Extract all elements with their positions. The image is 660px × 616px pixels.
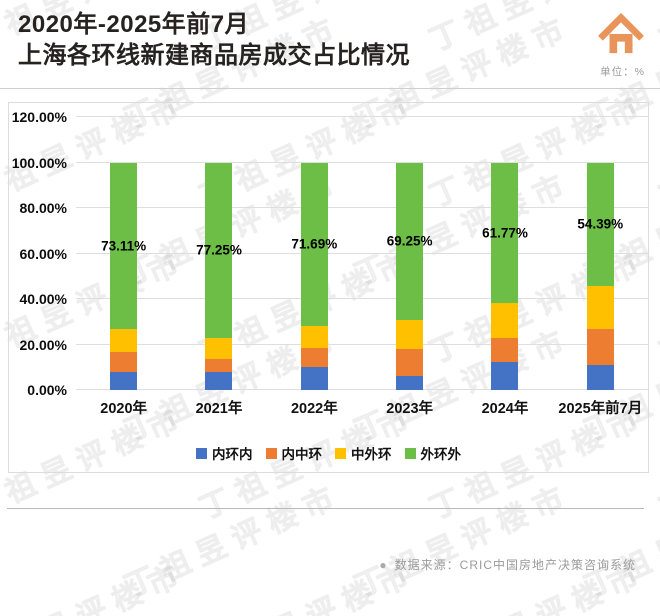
y-axis-tick: 40.00%: [19, 291, 67, 307]
legend-label: 中外环: [351, 447, 392, 462]
bar-segment: [300, 366, 328, 390]
legend-label: 外环外: [420, 447, 462, 462]
bar-segment: [205, 359, 233, 372]
x-axis-label: 2024年: [481, 401, 529, 417]
legend: 内环内 内中环 中外环 外环外: [9, 443, 648, 463]
y-axis-tick: 120.00%: [11, 109, 67, 125]
gridline: [76, 252, 648, 254]
gridline: [76, 207, 648, 208]
stacked-bar: 69.25%: [387, 162, 433, 390]
bar-segment: [205, 338, 233, 360]
data-label: 54.39%: [577, 216, 624, 232]
unit-label: 单位：%: [600, 66, 645, 78]
gridline: [76, 343, 648, 345]
x-axis-label: 2020年: [100, 401, 148, 417]
bar-segment: 73.11%: [101, 162, 146, 329]
data-label: 61.77%: [482, 225, 528, 241]
bar-segment: [110, 351, 138, 372]
legend-label: 内中环: [281, 447, 323, 462]
bar-slot: 61.77%: [457, 117, 552, 390]
bar-segment: [586, 329, 614, 365]
gridline: [76, 116, 648, 117]
x-axis-label: 2022年: [290, 401, 338, 417]
stacked-bar: 73.11%: [101, 162, 146, 390]
gridline: [76, 389, 648, 390]
bar-segment: 54.39%: [577, 162, 623, 287]
bar-segment: 69.25%: [387, 162, 433, 321]
bullet-icon: ●: [379, 557, 388, 572]
bar-segment: [491, 337, 519, 362]
legend-item: 外环外: [404, 443, 462, 463]
legend-item: 内环内: [196, 443, 253, 463]
stacked-bar: 77.25%: [196, 162, 242, 390]
page-title: 2020年-2025年前7月 上海各环线新建商品房成交占比情况: [18, 9, 410, 71]
header-divider: [0, 88, 660, 89]
bar-segment: [205, 371, 233, 390]
bar-slot: 77.25%: [171, 117, 266, 390]
bar-slot: 69.25%: [362, 117, 457, 390]
data-label: 69.25%: [386, 233, 433, 249]
data-label: 77.25%: [196, 242, 242, 258]
legend-item: 内中环: [265, 443, 323, 463]
x-axis-label: 2025年前7月: [558, 401, 643, 417]
legend-swatch-icon: [196, 447, 207, 459]
stacked-bar: 54.39%: [577, 162, 623, 390]
bar-segment: 61.77%: [482, 162, 528, 304]
bar-segment: [396, 375, 424, 390]
bars: 73.11% 77.25% 71.69% 69.25% 61.77% 54.39%: [76, 117, 648, 390]
gridline: [76, 161, 648, 163]
stacked-bar: 61.77%: [482, 162, 528, 390]
bar-segment: [396, 320, 424, 350]
x-axis-label: 2023年: [386, 401, 434, 417]
footer-divider: [7, 508, 644, 509]
x-axis-label: 2021年: [195, 401, 243, 417]
bar-slot: 73.11%: [76, 117, 171, 390]
y-axis-tick: 80.00%: [19, 200, 67, 216]
bar-segment: [491, 303, 519, 338]
title-line-2: 上海各环线新建商品房成交占比情况: [18, 42, 410, 69]
bar-segment: 71.69%: [291, 162, 337, 326]
y-axis-tick: 100.00%: [11, 154, 67, 171]
data-label: 71.69%: [291, 236, 338, 252]
bar-segment: [110, 328, 138, 352]
bar-segment: 77.25%: [196, 162, 242, 339]
x-axis-labels: 2020年 2021年 2022年 2023年 2024年 2025年前7月: [76, 397, 648, 418]
bar-segment: [586, 286, 614, 330]
legend-swatch-icon: [404, 447, 416, 459]
legend-item: 中外环: [335, 443, 392, 463]
gridline: [76, 298, 648, 299]
bar-segment: [300, 347, 328, 367]
legend-swatch-icon: [335, 447, 346, 459]
bar-slot: 71.69%: [267, 117, 362, 390]
y-axis-tick: 0.00%: [27, 382, 67, 398]
y-axis-tick: 20.00%: [19, 336, 67, 353]
data-source: ● 数据来源：CRIC中国房地产决策咨询系统: [379, 556, 636, 573]
legend-label: 内环内: [212, 447, 253, 462]
bar-segment: [491, 361, 519, 390]
bar-segment: [396, 349, 424, 376]
plot-area: 73.11% 77.25% 71.69% 69.25% 61.77% 54.39%: [76, 116, 648, 390]
chart-area: 120.00% 100.00% 80.00% 60.00% 40.00% 20.00% 0.…: [8, 102, 649, 473]
bar-slot: 54.39%: [553, 117, 648, 390]
y-axis-tick: 60.00%: [19, 245, 67, 262]
stacked-bar: 71.69%: [291, 162, 337, 390]
data-label: 73.11%: [101, 238, 147, 254]
title-line-1: 2020年-2025年前7月: [18, 11, 250, 38]
data-source-text: 数据来源：CRIC中国房地产决策咨询系统: [394, 558, 636, 572]
bar-segment: [300, 325, 328, 348]
bar-segment: [110, 371, 138, 390]
legend-swatch-icon: [265, 447, 277, 459]
bar-segment: [586, 364, 614, 390]
house-icon: [598, 12, 644, 54]
